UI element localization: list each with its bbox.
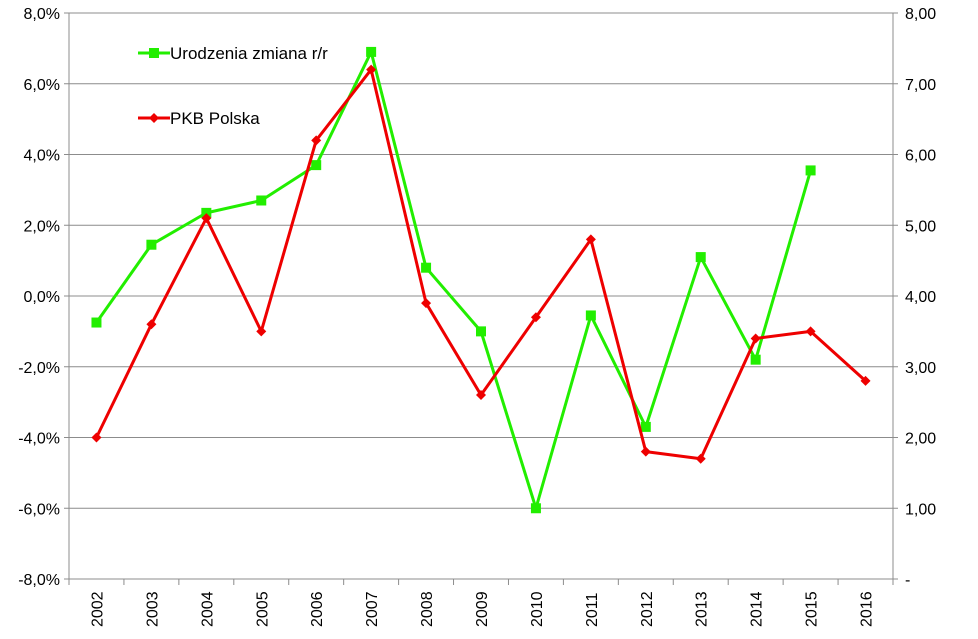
data-point bbox=[366, 46, 377, 57]
right-tick-label: 8,00 bbox=[905, 6, 936, 23]
data-point bbox=[860, 375, 871, 386]
data-point bbox=[146, 239, 157, 250]
data-point bbox=[530, 312, 541, 323]
legend-births-label: Urodzenia zmiana r/r bbox=[170, 44, 328, 63]
data-point bbox=[146, 319, 157, 330]
x-tick-label: 2013 bbox=[694, 591, 711, 627]
right-tick-label: 4,00 bbox=[905, 289, 936, 306]
axes bbox=[64, 12, 898, 585]
x-tick-label: 2016 bbox=[859, 591, 876, 627]
right-axis-tick-labels: 8,00 7,00 6,00 5,00 4,00 3,00 2,00 1,00 - bbox=[905, 6, 936, 589]
left-tick-label: -4,0% bbox=[18, 431, 60, 448]
right-tick-label: 7,00 bbox=[905, 77, 936, 94]
data-point bbox=[366, 64, 377, 75]
data-point bbox=[640, 421, 651, 432]
x-tick-label: 2005 bbox=[254, 591, 271, 627]
data-point bbox=[530, 503, 541, 514]
legend: Urodzenia zmiana r/r PKB Polska bbox=[138, 44, 328, 128]
data-point bbox=[311, 135, 322, 146]
data-point bbox=[421, 298, 432, 309]
left-tick-label: 4,0% bbox=[24, 148, 60, 165]
x-tick-label: 2015 bbox=[804, 591, 821, 627]
x-tick-label: 2012 bbox=[639, 591, 656, 627]
x-tick-label: 2003 bbox=[144, 591, 161, 627]
left-tick-label: 8,0% bbox=[24, 6, 60, 23]
data-point bbox=[201, 213, 212, 224]
legend-births-marker bbox=[149, 48, 159, 58]
series-layer bbox=[91, 46, 871, 514]
data-point bbox=[256, 326, 267, 337]
data-point bbox=[476, 390, 486, 401]
series-births bbox=[91, 46, 816, 514]
x-tick-label: 2008 bbox=[419, 591, 436, 627]
right-tick-label: 1,00 bbox=[905, 501, 936, 518]
x-tick-label: 2010 bbox=[529, 591, 546, 627]
series-gdp bbox=[91, 64, 871, 464]
right-tick-label: 2,00 bbox=[905, 431, 936, 448]
x-tick-label: 2007 bbox=[364, 591, 381, 627]
data-point bbox=[695, 453, 706, 464]
left-tick-label: 2,0% bbox=[24, 218, 60, 235]
x-tick-label: 2006 bbox=[309, 591, 326, 627]
right-tick-label: 3,00 bbox=[905, 360, 936, 377]
data-point bbox=[256, 195, 267, 206]
legend-gdp-label: PKB Polska bbox=[170, 109, 260, 128]
legend-item-births: Urodzenia zmiana r/r bbox=[138, 44, 328, 63]
data-point bbox=[695, 252, 706, 263]
series-line bbox=[95, 50, 813, 510]
data-point bbox=[640, 446, 651, 457]
gridlines bbox=[69, 12, 893, 580]
x-tick-label: 2014 bbox=[749, 591, 766, 627]
x-tick-label: 2004 bbox=[199, 591, 216, 627]
data-point bbox=[311, 160, 322, 171]
x-tick-label: 2011 bbox=[584, 592, 601, 627]
data-point bbox=[585, 310, 596, 321]
legend-gdp-marker bbox=[149, 113, 159, 123]
data-point bbox=[750, 333, 761, 344]
data-point bbox=[585, 234, 596, 245]
data-point bbox=[201, 207, 212, 218]
data-point bbox=[750, 354, 761, 365]
right-tick-label: 5,00 bbox=[905, 218, 936, 235]
left-tick-label: 0,0% bbox=[24, 289, 60, 306]
x-axis-tick-labels: 2002 2003 2004 2005 2006 2007 2008 2009 2010 2011… bbox=[89, 591, 875, 627]
x-tick-label: 2009 bbox=[474, 591, 491, 627]
data-point bbox=[805, 165, 816, 176]
data-point bbox=[91, 317, 102, 328]
left-tick-label: -8,0% bbox=[18, 572, 60, 589]
left-tick-label: -2,0% bbox=[18, 360, 60, 377]
left-axis-tick-labels: 8,0% 6,0% 4,0% 2,0% 0,0% -2,0% -4,0% -6,0% -8,0% bbox=[18, 6, 60, 589]
legend-item-gdp: PKB Polska bbox=[138, 109, 260, 128]
x-tick-label: 2002 bbox=[89, 591, 106, 627]
data-point bbox=[91, 432, 102, 443]
data-point bbox=[805, 326, 816, 337]
data-point bbox=[476, 326, 486, 337]
right-tick-label: - bbox=[905, 572, 910, 589]
data-point bbox=[421, 262, 432, 273]
left-tick-label: -6,0% bbox=[18, 501, 60, 518]
right-tick-label: 6,00 bbox=[905, 148, 936, 165]
left-tick-label: 6,0% bbox=[24, 77, 60, 94]
